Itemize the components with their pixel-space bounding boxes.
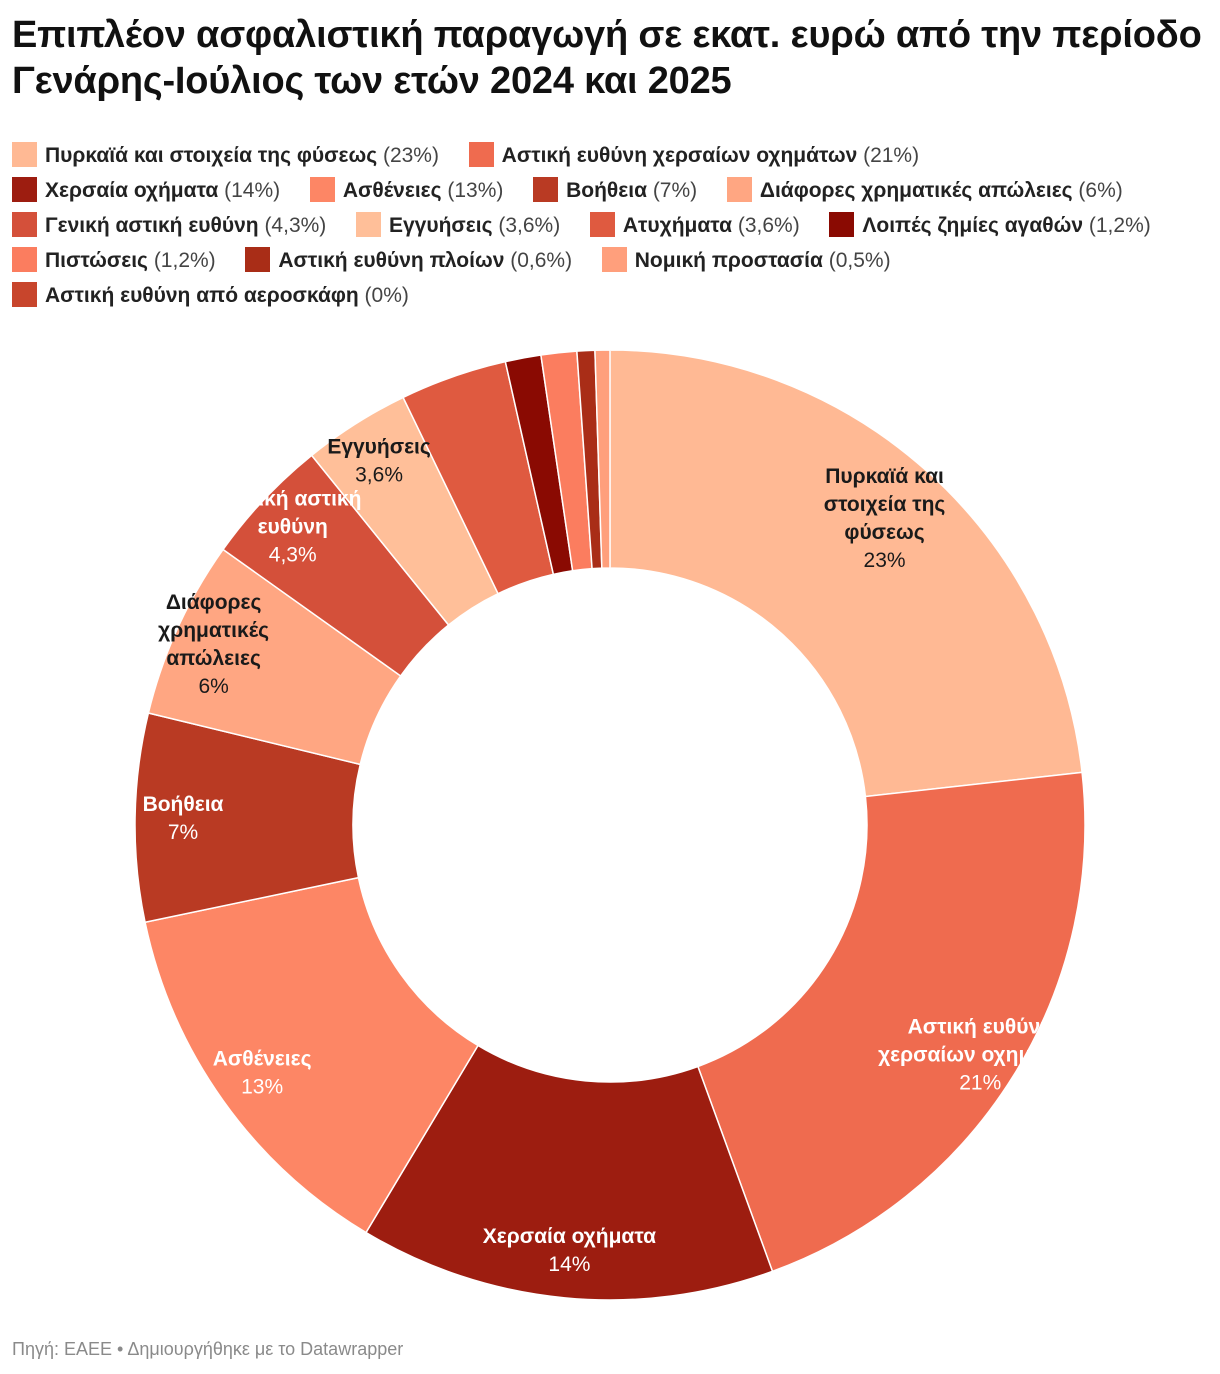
donut-slice (696, 771, 1086, 1273)
legend-value: (21%) (857, 144, 920, 167)
source-footer: Πηγή: ΕΑΕΕ • Δημιουργήθηκε με το Datawra… (12, 1339, 404, 1359)
legend-item: Εγγυήσεις (3,6%) (355, 212, 561, 237)
legend-label: Πυρκαϊά και στοιχεία της φύσεως (45, 144, 378, 167)
legend-value: (0%) (358, 284, 409, 307)
legend-item: Ατυχήματα (3,6%) (589, 212, 800, 237)
slice-label-name: Αστική ευθύνη (908, 1016, 1053, 1039)
slice-label: Ασθένειες 13% (213, 1048, 312, 1099)
legend-swatch (12, 142, 37, 167)
slice-label-value: 3,6% (355, 464, 403, 487)
legend-swatch (309, 177, 335, 202)
legend-item: Γενική αστική ευθύνη (4,3%) (12, 212, 327, 237)
legend-swatch (726, 177, 752, 202)
legend-value: (7%) (646, 179, 698, 202)
legend-swatch (12, 177, 37, 202)
slice-label-value: 21% (959, 1072, 1001, 1095)
slice-label-value: 4,3% (269, 543, 317, 566)
donut-slice (144, 876, 480, 1234)
donut-slice (364, 1044, 774, 1301)
slice-label: Εγγυήσεις 3,6% (327, 436, 431, 487)
donut-chart: Πυρκαϊά και στοιχεία της φύσεως 23% Αστική ε… (134, 349, 1086, 1301)
legend-value: (6%) (1072, 179, 1123, 202)
legend-label: Πιστώσεις (45, 249, 148, 272)
legend-swatch (12, 212, 37, 237)
legend-swatch (829, 212, 855, 237)
legend-value: (23%) (377, 144, 439, 167)
legend-value: (13%) (441, 179, 504, 202)
slice-label-value: 14% (548, 1253, 590, 1276)
legend-item: Αστική ευθύνη από αεροσκάφη (0%) (12, 282, 409, 307)
legend-item: Λοιπές ζημίες αγαθών (1,2%) (829, 212, 1151, 237)
legend-item: Αστική ευθύνη πλοίων (0,6%) (245, 247, 573, 272)
legend-value: (3,6%) (732, 214, 800, 237)
legend-item: Νομική προστασία (0,5%) (601, 247, 891, 272)
slice-label-name: Βοήθεια (143, 793, 224, 816)
slice-label-name: απώλειες (166, 647, 261, 670)
legend-swatch (355, 212, 381, 237)
legend-label: Διάφορες χρηματικές απώλειες (759, 179, 1073, 202)
slice-label: Γενική αστική ευθύνη 4,3% (224, 487, 362, 566)
legend-label: Ασθένειες (342, 179, 442, 202)
legend-value: (1,2%) (1083, 214, 1151, 237)
legend-swatch (12, 282, 37, 307)
legend-value: (1,2%) (147, 249, 216, 272)
legend-value: (0,6%) (504, 249, 573, 272)
slice-label-value: 7% (168, 821, 198, 844)
slice-label-value: 13% (241, 1076, 283, 1099)
legend-label: Ατυχήματα (622, 214, 733, 237)
legend-swatch (533, 177, 559, 202)
legend-value: (4,3%) (258, 214, 327, 237)
legend-item: Πιστώσεις (1,2%) (12, 247, 216, 272)
slice-label-name: χερσαίων οχημάτων (878, 1044, 1082, 1067)
legend-swatch (468, 142, 494, 167)
legend-label: Γενική αστική ευθύνη (45, 214, 259, 237)
slice-label: Πυρκαϊά και στοιχεία της φύσεως 23% (824, 465, 946, 572)
legend-swatch (245, 247, 271, 272)
donut-slice (609, 349, 1083, 798)
legend-label: Νομική προστασία (634, 249, 823, 272)
slice-label-name: Εγγυήσεις (327, 436, 431, 459)
legend-item: Διάφορες χρηματικές απώλειες (6%) (726, 177, 1123, 202)
legend-value: (14%) (218, 179, 281, 202)
slice-label-name: ευθύνη (258, 515, 328, 538)
legend-value: (0,5%) (822, 249, 891, 272)
legend-item: Αστική ευθύνη χερσαίων οχημάτων (21%) (468, 142, 920, 167)
chart-legend: Πυρκαϊά και στοιχεία της φύσεως (23%) Ασ… (12, 138, 1187, 313)
legend-label: Αστική ευθύνη από αεροσκάφη (45, 284, 359, 307)
legend-item: Πυρκαϊά και στοιχεία της φύσεως (23%) (12, 142, 439, 167)
slice-label-name: Πυρκαϊά και (825, 465, 944, 488)
legend-item: Χερσαία οχήματα (14%) (12, 177, 281, 202)
slice-label: Βοήθεια 7% (143, 793, 224, 844)
legend-label: Λοιπές ζημίες αγαθών (862, 214, 1084, 237)
slice-label-name: Χερσαία οχήματα (483, 1225, 656, 1248)
legend-label: Εγγυήσεις (388, 214, 493, 237)
slice-label-name: χρηματικές (158, 619, 269, 642)
slice-label-name: Διάφορες (166, 591, 262, 614)
slice-label: Χερσαία οχήματα 14% (483, 1225, 656, 1276)
slice-label-value: 23% (864, 549, 906, 572)
legend-label: Χερσαία οχήματα (45, 179, 219, 202)
chart-title: Επιπλέον ασφαλιστική παραγωγή σε εκατ. ε… (12, 14, 1202, 102)
slice-label-value: 6% (198, 675, 228, 698)
legend-value: (3,6%) (492, 214, 561, 237)
slice-label-name: Γενική αστική (224, 487, 362, 510)
slice-label: Αστική ευθύνη χερσαίων οχημάτων 21% (878, 1016, 1082, 1095)
slice-label: Διάφορες χρηματικές απώλειες 6% (158, 591, 269, 698)
slice-label-name: στοιχεία της (824, 493, 946, 516)
legend-item: Ασθένειες (13%) (309, 177, 504, 202)
legend-label: Βοήθεια (566, 179, 647, 202)
slice-label-name: φύσεως (844, 521, 924, 544)
legend-swatch (12, 247, 37, 272)
legend-label: Αστική ευθύνη χερσαίων οχημάτων (501, 144, 858, 167)
legend-swatch (589, 212, 615, 237)
legend-item: Βοήθεια (7%) (533, 177, 698, 202)
legend-swatch (601, 247, 627, 272)
legend-label: Αστική ευθύνη πλοίων (278, 249, 505, 272)
slice-label-name: Ασθένειες (213, 1048, 312, 1071)
